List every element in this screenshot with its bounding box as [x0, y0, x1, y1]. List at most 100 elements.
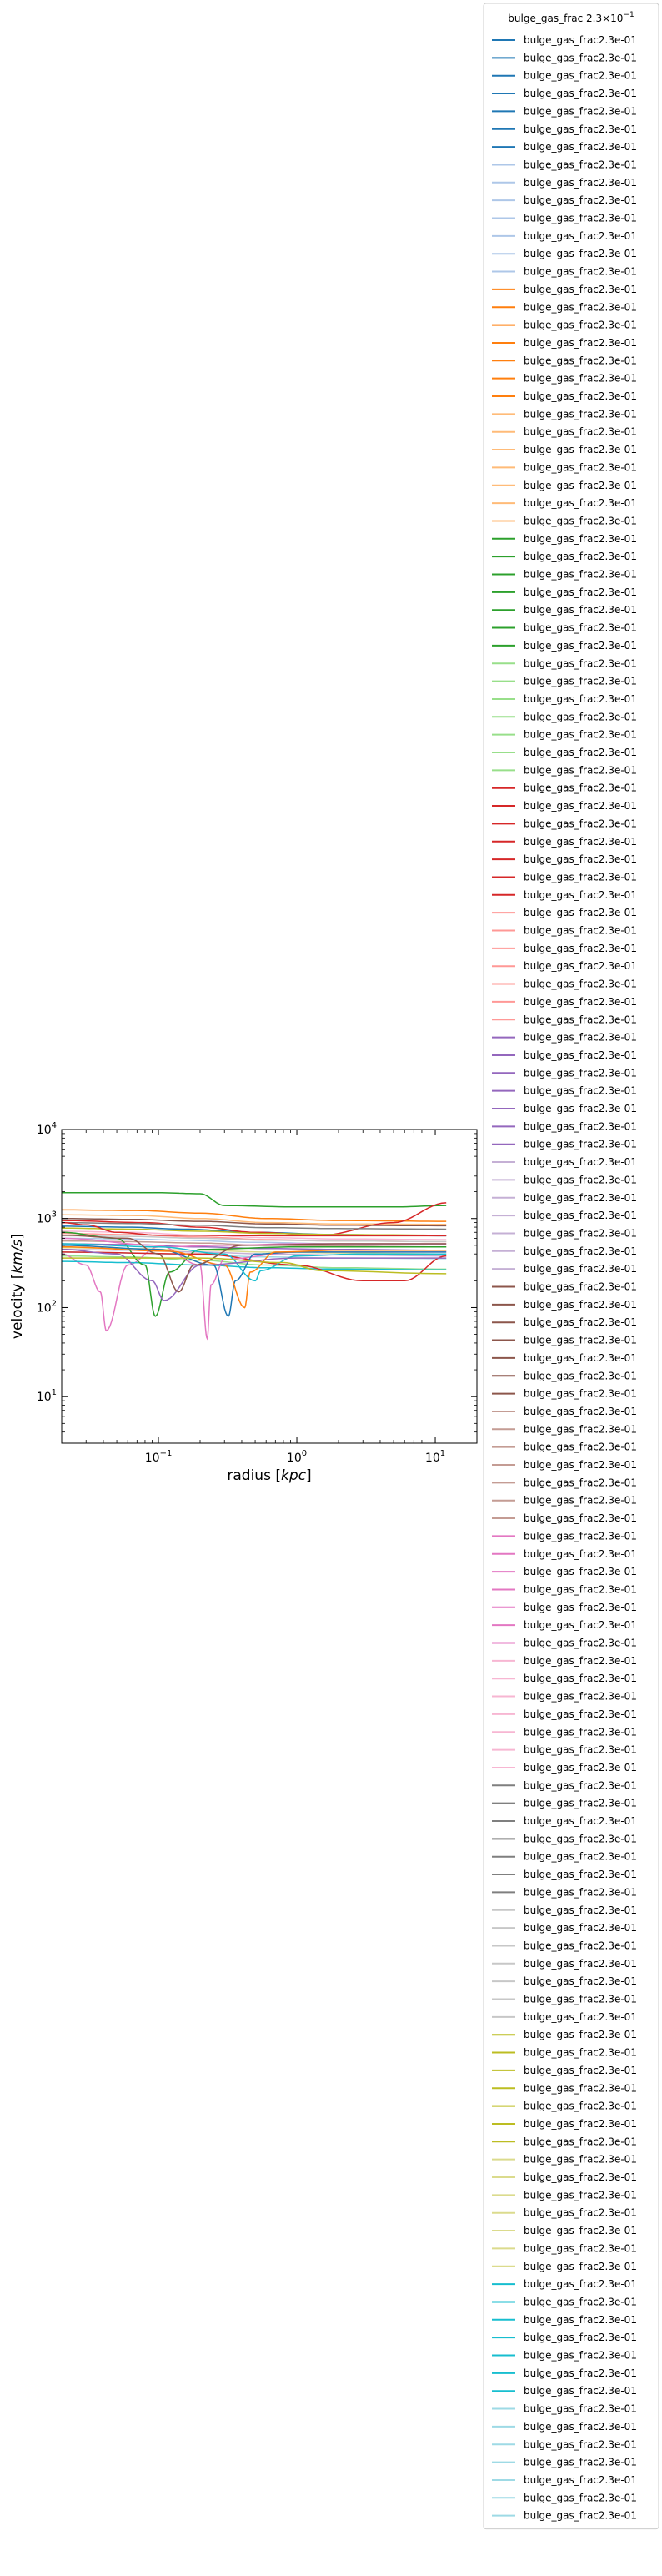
- legend-entry-label: bulge_gas_frac2.3e-01: [524, 2510, 637, 2522]
- legend-entry-label: bulge_gas_frac2.3e-01: [524, 1120, 637, 1132]
- legend-entry-label: bulge_gas_frac2.3e-01: [524, 1067, 637, 1079]
- legend-entry-label: bulge_gas_frac2.3e-01: [524, 213, 637, 224]
- legend-entry-label: bulge_gas_frac2.3e-01: [524, 70, 637, 82]
- legend-entry-label: bulge_gas_frac2.3e-01: [524, 284, 637, 295]
- legend-entry-label: bulge_gas_frac2.3e-01: [524, 1958, 637, 1970]
- legend-entry-label: bulge_gas_frac2.3e-01: [524, 444, 637, 455]
- legend-entry-label: bulge_gas_frac2.3e-01: [524, 1815, 637, 1827]
- series-line-26: [62, 1243, 447, 1282]
- legend-entry-label: bulge_gas_frac2.3e-01: [524, 871, 637, 883]
- legend-entry-label: bulge_gas_frac2.3e-01: [524, 2314, 637, 2326]
- legend-entry-label: bulge_gas_frac2.3e-01: [524, 2189, 637, 2201]
- legend-entry-label: bulge_gas_frac2.3e-01: [524, 408, 637, 420]
- legend-entry-label: bulge_gas_frac2.3e-01: [524, 88, 637, 99]
- legend-entry-label: bulge_gas_frac2.3e-01: [524, 1548, 637, 1560]
- legend-entry-label: bulge_gas_frac2.3e-01: [524, 1192, 637, 1204]
- legend-entry-label: bulge_gas_frac2.3e-01: [524, 1673, 637, 1684]
- series-line-21: [62, 1231, 447, 1317]
- legend-entry-label: bulge_gas_frac2.3e-01: [524, 177, 637, 189]
- legend-entry-label: bulge_gas_frac2.3e-01: [524, 604, 637, 616]
- legend-entry-label: bulge_gas_frac2.3e-01: [524, 1726, 637, 1738]
- legend-entry-label: bulge_gas_frac2.3e-01: [524, 1975, 637, 1987]
- legend-entry-label: bulge_gas_frac2.3e-01: [524, 1281, 637, 1293]
- legend-entry-label: bulge_gas_frac2.3e-01: [524, 1459, 637, 1471]
- legend-entry-label: bulge_gas_frac2.3e-01: [524, 1495, 637, 1507]
- y-tick-label: 104: [37, 1121, 57, 1137]
- legend-entry-label: bulge_gas_frac2.3e-01: [524, 2029, 637, 2040]
- legend-entry-label: bulge_gas_frac2.3e-01: [524, 2261, 637, 2272]
- series-line-30: [62, 1221, 447, 1237]
- legend-entry-label: bulge_gas_frac2.3e-01: [524, 943, 637, 954]
- legend-entry-label: bulge_gas_frac2.3e-01: [524, 373, 637, 385]
- legend-entry-label: bulge_gas_frac2.3e-01: [524, 764, 637, 776]
- legend-entry-label: bulge_gas_frac2.3e-01: [524, 1316, 637, 1328]
- series-line-9: [62, 1243, 447, 1251]
- legend-entry-label: bulge_gas_frac2.3e-01: [524, 123, 637, 135]
- legend-entry-label: bulge_gas_frac2.3e-01: [524, 1174, 637, 1185]
- legend-entry-label: bulge_gas_frac2.3e-01: [524, 1139, 637, 1150]
- legend-entry-label: bulge_gas_frac2.3e-01: [524, 319, 637, 331]
- legend-entry-label: bulge_gas_frac2.3e-01: [524, 836, 637, 848]
- legend-entry-label: bulge_gas_frac2.3e-01: [524, 2278, 637, 2290]
- legend-entry-label: bulge_gas_frac2.3e-01: [524, 1530, 637, 1542]
- legend-entry-label: bulge_gas_frac2.3e-01: [524, 676, 637, 687]
- legend-entry-label: bulge_gas_frac2.3e-01: [524, 1299, 637, 1311]
- legend-entry-label: bulge_gas_frac2.3e-01: [524, 996, 637, 1008]
- legend-entry-label: bulge_gas_frac2.3e-01: [524, 640, 637, 652]
- legend-entry-label: bulge_gas_frac2.3e-01: [524, 2438, 637, 2450]
- legend-entry-label: bulge_gas_frac2.3e-01: [524, 1833, 637, 1844]
- legend-entry-label: bulge_gas_frac2.3e-01: [524, 2225, 637, 2236]
- legend-entry-label: bulge_gas_frac2.3e-01: [524, 1370, 637, 1381]
- legend-entry-label: bulge_gas_frac2.3e-01: [524, 2082, 637, 2094]
- legend-entry-label: bulge_gas_frac2.3e-01: [524, 248, 637, 259]
- legend-entry-label: bulge_gas_frac2.3e-01: [524, 426, 637, 438]
- legend-entry-label: bulge_gas_frac2.3e-01: [524, 355, 637, 366]
- legend-entry-label: bulge_gas_frac2.3e-01: [524, 960, 637, 972]
- series-line-5: [62, 1192, 447, 1208]
- legend-entry-label: bulge_gas_frac2.3e-01: [524, 390, 637, 402]
- legend-entry-label: bulge_gas_frac2.3e-01: [524, 266, 637, 278]
- legend-entry-label: bulge_gas_frac2.3e-01: [524, 52, 637, 63]
- legend-entry-label: bulge_gas_frac2.3e-01: [524, 1388, 637, 1400]
- legend-entry-label: bulge_gas_frac2.3e-01: [524, 2474, 637, 2486]
- legend-entry-label: bulge_gas_frac2.3e-01: [524, 1619, 637, 1631]
- legend-entry-label: bulge_gas_frac2.3e-01: [524, 301, 637, 313]
- x-tick-label: 101: [425, 1449, 445, 1465]
- legend-title: bulge_gas_frac 2.3×10−1: [508, 11, 634, 24]
- legend-entry-label: bulge_gas_frac2.3e-01: [524, 853, 637, 865]
- legend-entry-label: bulge_gas_frac2.3e-01: [524, 1602, 637, 1613]
- legend-entry-label: bulge_gas_frac2.3e-01: [524, 1085, 637, 1097]
- legend-entry-label: bulge_gas_frac2.3e-01: [524, 2242, 637, 2254]
- legend-entry-label: bulge_gas_frac2.3e-01: [524, 2011, 637, 2023]
- legend-entry-label: bulge_gas_frac2.3e-01: [524, 729, 637, 741]
- legend-entry-label: bulge_gas_frac2.3e-01: [524, 1655, 637, 1667]
- legend-entry-label: bulge_gas_frac2.3e-01: [524, 141, 637, 153]
- legend-entry-label: bulge_gas_frac2.3e-01: [524, 1762, 637, 1774]
- series-line-4: [62, 1214, 447, 1225]
- series-line-27: [62, 1248, 447, 1301]
- plot-background: [62, 1130, 477, 1443]
- legend-entry-label: bulge_gas_frac2.3e-01: [524, 337, 637, 349]
- series-line-13: [62, 1243, 447, 1332]
- legend-entry-label: bulge_gas_frac2.3e-01: [524, 2118, 637, 2130]
- y-tick-label: 102: [37, 1299, 57, 1315]
- series-line-3: [62, 1209, 447, 1222]
- legend-entry-label: bulge_gas_frac2.3e-01: [524, 586, 637, 598]
- x-tick-label: 10−1: [145, 1449, 173, 1465]
- legend-entry-label: bulge_gas_frac2.3e-01: [524, 622, 637, 634]
- legend-entry-label: bulge_gas_frac2.3e-01: [524, 1744, 637, 1756]
- series-line-11: [62, 1217, 447, 1227]
- legend-entry-label: bulge_gas_frac2.3e-01: [524, 1886, 637, 1898]
- legend-entry-label: bulge_gas_frac2.3e-01: [524, 2101, 637, 2112]
- series-line-12: [62, 1240, 447, 1248]
- series-line-25: [62, 1246, 447, 1309]
- legend-entry-label: bulge_gas_frac2.3e-01: [524, 1904, 637, 1916]
- legend-entry-label: bulge_gas_frac2.3e-01: [524, 158, 637, 170]
- y-tick-label: 101: [37, 1388, 57, 1404]
- legend-entry-label: bulge_gas_frac2.3e-01: [524, 657, 637, 669]
- legend-entry-label: bulge_gas_frac2.3e-01: [524, 1851, 637, 1863]
- x-axis-label: radius [kpc]: [227, 1467, 311, 1484]
- y-axis-label: velocity [km/s]: [9, 1234, 26, 1339]
- legend-entry-label: bulge_gas_frac2.3e-01: [524, 1869, 637, 1880]
